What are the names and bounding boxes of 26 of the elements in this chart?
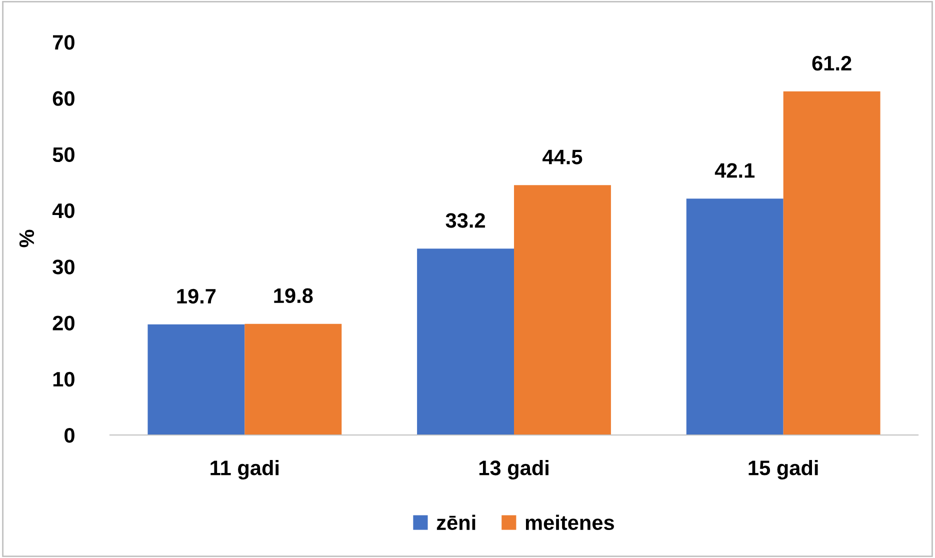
bar bbox=[417, 248, 514, 435]
data-label: 19.8 bbox=[274, 288, 313, 304]
x-tick-label: 11 gadi bbox=[210, 460, 279, 480]
data-label: 42.1 bbox=[714, 163, 755, 178]
legend-label: meitenes bbox=[526, 514, 614, 530]
y-axis-title: % bbox=[19, 230, 34, 248]
y-tick-label: 40 bbox=[52, 203, 74, 218]
bar bbox=[514, 185, 611, 435]
bar bbox=[783, 91, 880, 435]
y-tick-label: 70 bbox=[53, 35, 74, 50]
data-label: 33.2 bbox=[446, 213, 485, 228]
x-tick-label: 15 gadi bbox=[748, 460, 818, 480]
bar bbox=[148, 324, 245, 435]
y-tick-label: 20 bbox=[52, 316, 74, 330]
bar bbox=[686, 198, 784, 435]
data-label: 19.7 bbox=[177, 288, 216, 304]
data-label: 44.5 bbox=[542, 150, 582, 164]
y-tick-label: 30 bbox=[52, 260, 74, 274]
legend-label: zēni bbox=[436, 514, 476, 530]
y-tick-label: 50 bbox=[52, 147, 74, 162]
data-label: 61.2 bbox=[812, 56, 852, 71]
y-tick-label: 0 bbox=[64, 428, 74, 443]
y-tick-label: 60 bbox=[52, 91, 74, 106]
bar bbox=[244, 324, 342, 435]
x-tick-label: 13 gadi bbox=[479, 460, 548, 480]
y-tick-label: 10 bbox=[53, 372, 74, 387]
